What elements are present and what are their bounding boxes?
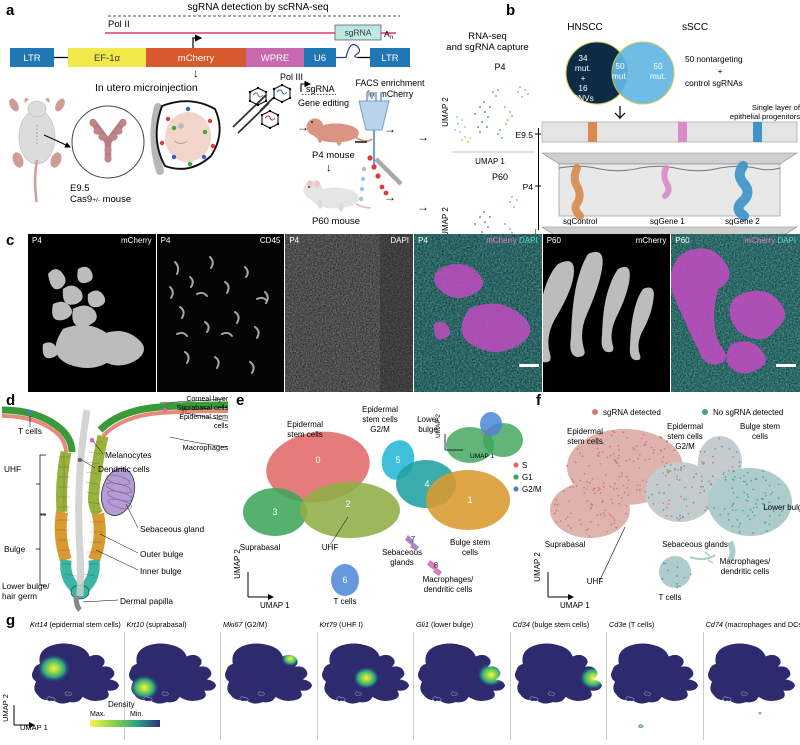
svg-text:stem cells: stem cells (362, 415, 398, 424)
svg-text:Suprabasal: Suprabasal (545, 540, 586, 549)
svg-text:Bulge stem: Bulge stem (740, 422, 780, 431)
svg-text:control sgRNAs: control sgRNAs (685, 78, 743, 88)
svg-text:mut.: mut. (612, 71, 628, 81)
svg-text:No sgRNA detected: No sgRNA detected (713, 408, 783, 417)
svg-text:UMAP 2: UMAP 2 (1, 694, 10, 722)
svg-text:E9.5: E9.5 (516, 130, 534, 140)
svg-text:5: 5 (395, 455, 400, 465)
svg-text:LTR: LTR (23, 53, 40, 64)
svg-text:WPRE: WPRE (261, 53, 290, 64)
svg-text:dendritic cells: dendritic cells (424, 585, 472, 594)
svg-text:Sebaceous: Sebaceous (382, 548, 422, 557)
svg-text:Macrophages/: Macrophages/ (720, 557, 771, 566)
svg-text:G2/M: G2/M (370, 425, 390, 434)
svg-text:mut.: mut. (650, 71, 666, 81)
svg-text:glands: glands (390, 558, 414, 567)
svg-text:T cells: T cells (334, 597, 357, 606)
svg-text:Bulge: Bulge (4, 544, 26, 554)
svg-text:sgRNA detection by scRNA-seq: sgRNA detection by scRNA-seq (187, 2, 328, 13)
svg-text:UMAP 2: UMAP 2 (233, 549, 242, 579)
svg-text:Sebaceous gland: Sebaceous gland (140, 524, 205, 534)
svg-text:Epidermal: Epidermal (287, 420, 323, 429)
svg-text:Macrophages/: Macrophages/ (423, 575, 474, 584)
svg-text:Bulge stem: Bulge stem (450, 538, 490, 547)
svg-text:Epidermal: Epidermal (567, 427, 603, 436)
svg-text:Macrophages: Macrophages (183, 443, 229, 452)
svg-text:Lower bulge/: Lower bulge/ (2, 581, 50, 591)
svg-text:UMAP 1: UMAP 1 (470, 453, 494, 460)
svg-text:3: 3 (272, 507, 277, 517)
svg-text:sgRNA detected: sgRNA detected (603, 408, 661, 417)
svg-text:Lower bulge: Lower bulge (763, 503, 800, 512)
svg-text:Epidermal: Epidermal (362, 405, 398, 414)
svg-text:Dermal papilla: Dermal papilla (120, 596, 173, 606)
svg-text:UMAP 1: UMAP 1 (20, 723, 48, 730)
svg-text:UHF: UHF (322, 543, 339, 552)
svg-text:dendritic cells: dendritic cells (721, 567, 769, 576)
svg-text:+: + (718, 66, 723, 76)
svg-text:stem cells: stem cells (567, 437, 603, 446)
svg-text:Suprabasal cells: Suprabasal cells (177, 405, 229, 412)
svg-text:Melanocytes: Melanocytes (105, 450, 152, 460)
svg-text:Epidermal: Epidermal (667, 422, 703, 431)
svg-text:0: 0 (315, 455, 320, 465)
svg-text:16: 16 (578, 83, 588, 93)
svg-text:Suprabasal: Suprabasal (240, 543, 281, 552)
svg-text:sgRNA: sgRNA (306, 84, 335, 94)
svg-text:T cells: T cells (18, 426, 42, 436)
svg-text:Dendritic cells: Dendritic cells (98, 464, 150, 474)
svg-text:P4: P4 (523, 182, 534, 192)
svg-text:LTR: LTR (381, 53, 398, 64)
svg-text:stem cells: stem cells (287, 430, 323, 439)
svg-text:Outer bulge: Outer bulge (140, 549, 184, 559)
svg-text:Single layer of: Single layer of (752, 103, 800, 112)
svg-text:T cells: T cells (659, 593, 682, 602)
svg-text:34: 34 (578, 53, 588, 63)
svg-text:6: 6 (342, 575, 347, 585)
svg-text:50: 50 (615, 61, 625, 71)
svg-text:CNVs: CNVs (572, 93, 594, 103)
svg-text:sSCC: sSCC (682, 22, 708, 33)
svg-text:1: 1 (467, 495, 472, 505)
svg-text:UMAP 1: UMAP 1 (260, 601, 290, 610)
svg-text:UMAP 2: UMAP 2 (435, 414, 442, 438)
svg-text:EF-1α: EF-1α (94, 53, 121, 64)
svg-text:Pol III: Pol III (280, 72, 303, 82)
svg-text:n: n (390, 35, 393, 41)
svg-text:UHF: UHF (4, 464, 21, 474)
svg-text:8: 8 (434, 561, 439, 570)
svg-text:cells: cells (214, 423, 229, 430)
svg-text:Corneal layer: Corneal layer (186, 396, 228, 403)
svg-text:UMAP 2: UMAP 2 (441, 97, 450, 127)
svg-text:hair germ: hair germ (2, 591, 37, 601)
svg-text:UMAP 2: UMAP 2 (533, 552, 542, 582)
svg-text:+: + (581, 73, 586, 83)
svg-text:S: S (522, 461, 527, 470)
svg-text:sgRNA: sgRNA (345, 28, 372, 38)
svg-text:U6: U6 (314, 53, 326, 64)
svg-text:50: 50 (653, 61, 663, 71)
svg-text:mut.: mut. (575, 63, 591, 73)
svg-text:stem cells: stem cells (667, 432, 703, 441)
svg-text:Inner bulge: Inner bulge (140, 566, 182, 576)
svg-text:50 nontargeting: 50 nontargeting (685, 54, 743, 64)
svg-text:G2/M: G2/M (675, 442, 695, 451)
svg-text:4: 4 (424, 479, 429, 489)
svg-text:Pol II: Pol II (108, 19, 130, 30)
svg-text:Sebaceous glands: Sebaceous glands (662, 540, 728, 549)
svg-text:2: 2 (345, 499, 350, 509)
svg-text:HNSCC: HNSCC (567, 22, 603, 33)
svg-text:cells: cells (462, 548, 478, 557)
svg-text:mCherry: mCherry (178, 53, 215, 64)
svg-text:7: 7 (411, 535, 416, 544)
svg-text:UMAP 1: UMAP 1 (560, 601, 590, 610)
svg-text:cells: cells (752, 432, 768, 441)
